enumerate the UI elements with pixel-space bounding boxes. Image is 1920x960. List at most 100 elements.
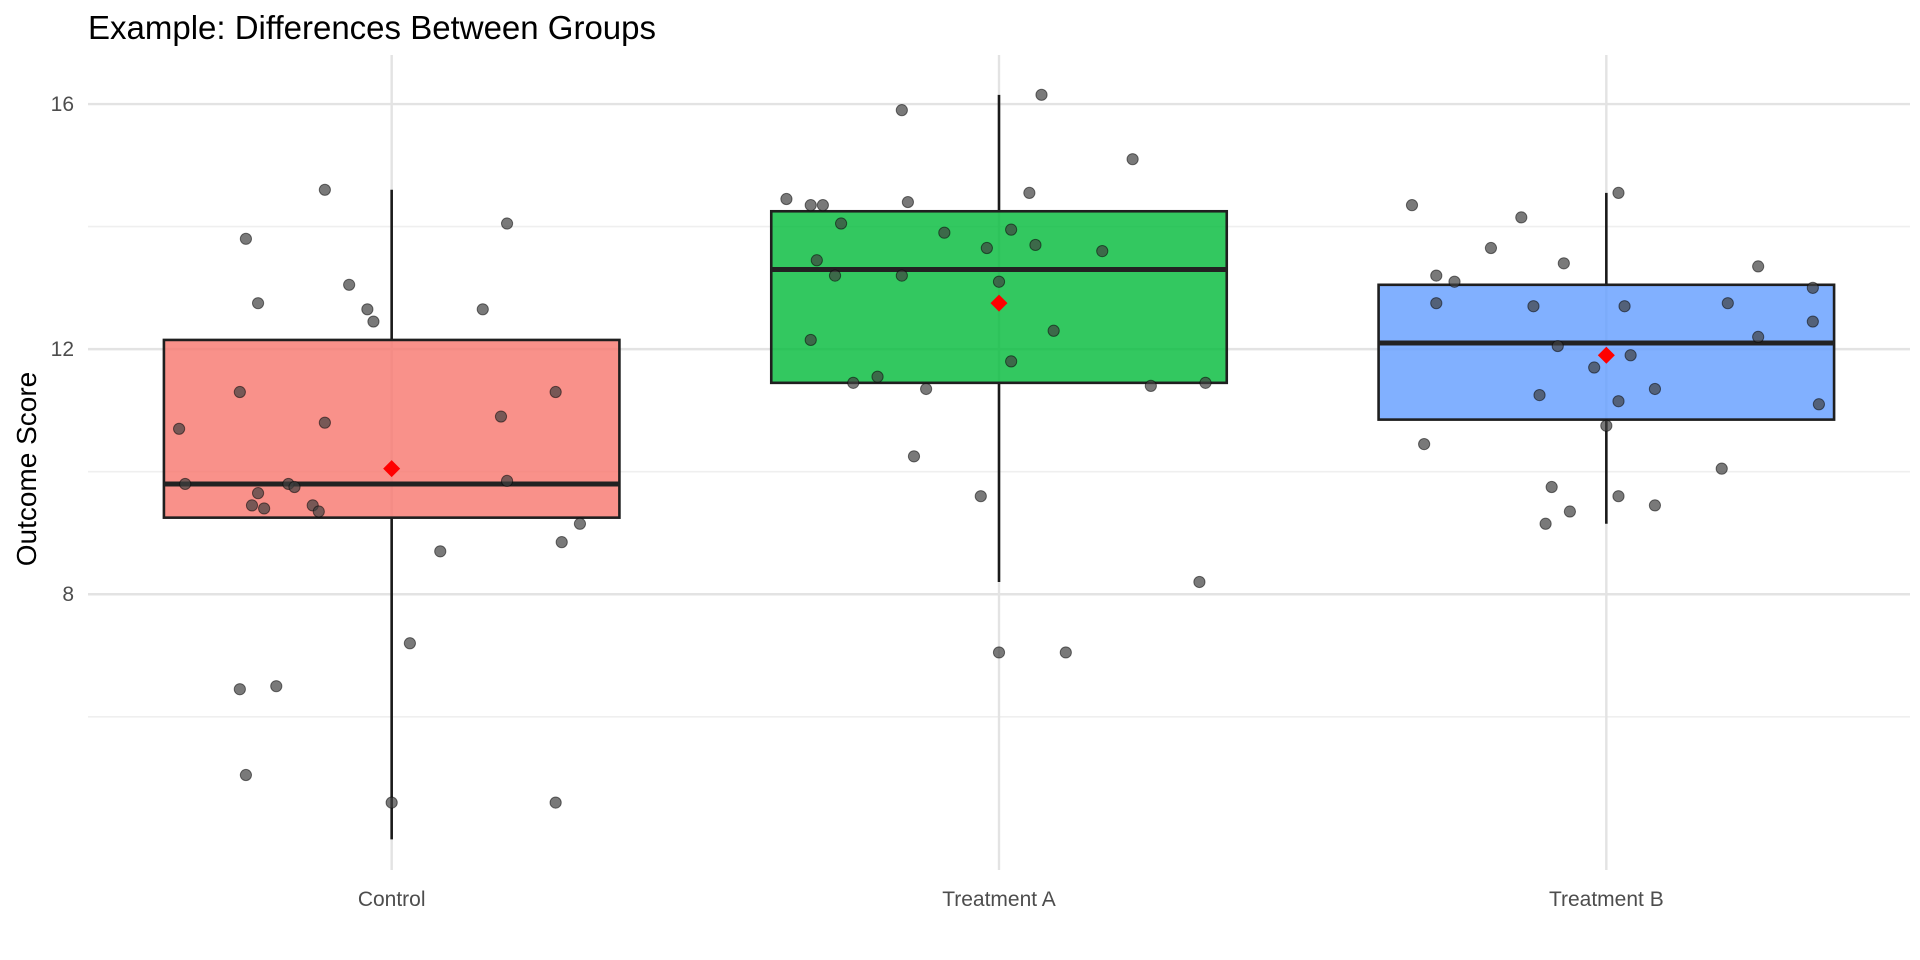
chart-title: Example: Differences Between Groups [88,9,656,46]
data-point [251,297,265,310]
x-tick-label: Treatment B [1549,888,1664,911]
data-point [974,490,987,503]
data-point [938,226,951,239]
data-point [288,480,301,494]
data-point [1448,275,1461,288]
data-point [1418,438,1431,451]
y-tick-label: 12 [51,338,74,361]
data-point [1612,395,1625,408]
data-point [920,382,933,396]
data-point [251,487,265,500]
x-tick-label: Control [358,888,426,911]
data-point [403,637,416,650]
data-point [1193,575,1206,589]
data-points [173,88,1826,809]
data-point [895,104,908,117]
box-treatment-a [769,94,1229,582]
data-point [245,499,259,512]
y-tick-label: 8 [62,583,74,606]
x-axis-ticks: Control Treatment A Treatment B [358,888,1664,911]
data-point [1515,211,1528,224]
box-control [162,189,621,840]
data-point [555,536,568,549]
data-point [871,370,884,383]
data-point [361,303,374,316]
data-point [1005,355,1018,368]
data-point [318,416,331,429]
mean-marker [383,460,401,478]
data-point [1557,257,1570,270]
data-point [804,333,817,347]
data-point [828,269,842,282]
data-point [816,199,829,212]
x-tick-label: Treatment A [942,888,1056,911]
data-point [1612,186,1625,199]
mean-marker [990,294,1008,312]
data-point [1600,419,1613,432]
data-point [847,376,860,389]
data-point [1563,505,1576,518]
data-point [1144,379,1157,393]
data-point [1624,349,1637,362]
data-point [1533,388,1546,402]
y-axis-ticks: 8 12 16 [51,93,74,606]
data-point [992,275,1006,288]
data-point [1005,223,1018,236]
data-point [1539,517,1552,530]
data-point [1096,244,1109,258]
data-point [258,502,271,515]
data-point [233,683,246,696]
data-point [573,517,587,530]
data-point [1752,260,1765,273]
box-iqr [162,338,621,519]
data-point [318,183,331,196]
data-point [239,232,253,245]
mean-marker [1597,346,1615,364]
data-point [500,474,514,487]
data-point [834,217,848,230]
data-point [1405,199,1419,212]
data-point [1545,480,1558,494]
data-point [343,278,356,291]
data-point [1047,324,1060,337]
data-point [1806,315,1819,328]
mean-markers [383,294,1615,478]
data-point [804,199,817,212]
data-point [1430,297,1443,310]
data-point [1527,300,1540,313]
data-point [1648,499,1662,512]
data-point [500,217,514,230]
data-point [1618,300,1631,313]
data-point [1721,297,1734,310]
data-point [1752,330,1765,343]
data-point [239,768,253,782]
data-point [1199,376,1212,389]
data-point [1126,153,1139,166]
data-point [476,303,489,316]
data-point [1588,361,1601,374]
data-point [980,241,993,255]
data-point [1059,646,1072,659]
y-tick-label: 16 [51,93,74,116]
data-point [270,680,283,693]
data-point [367,315,380,328]
data-point [1430,269,1443,282]
data-point [895,269,908,282]
data-point [907,450,921,463]
y-axis-title: Outcome Score [11,372,42,567]
data-point [1715,462,1728,475]
data-point [1806,281,1819,294]
data-point [494,410,508,423]
data-point [312,505,325,518]
data-point [385,796,398,809]
data-point [1648,382,1662,396]
data-point [549,385,562,399]
data-point [992,646,1006,659]
data-point [1029,238,1042,252]
data-point [549,796,562,809]
data-point [1812,398,1826,411]
data-point [1023,186,1036,199]
data-point [434,545,447,558]
data-point [179,477,192,491]
